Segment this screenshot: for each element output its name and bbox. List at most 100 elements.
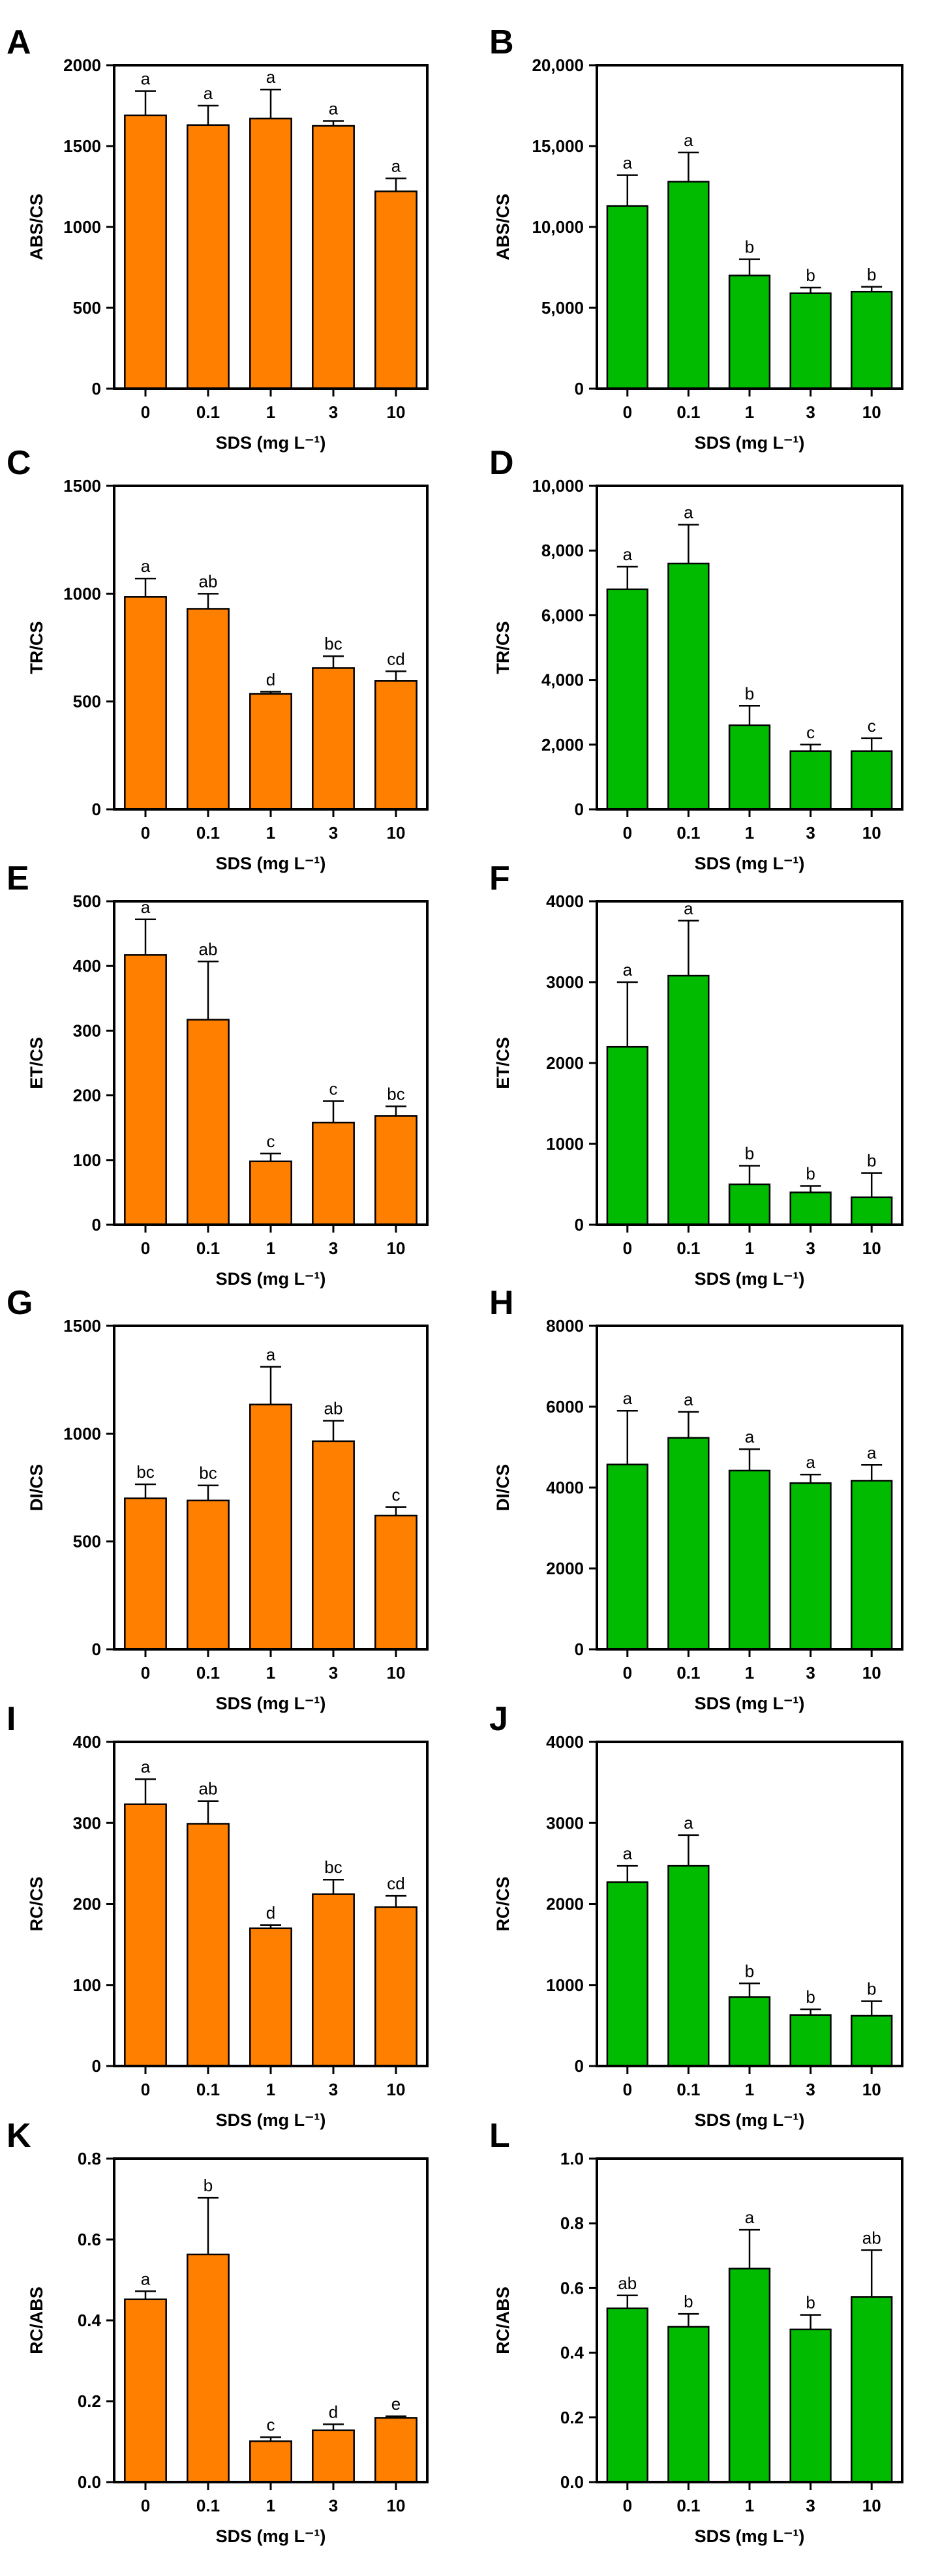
axes-frame [596, 1741, 903, 2067]
bar [789, 2328, 832, 2483]
x-axis-label: SDS (mg L⁻¹) [695, 433, 805, 453]
bar [606, 205, 648, 390]
panel-letter: J [489, 1700, 508, 1738]
bar [728, 724, 771, 811]
y-axis-label: RC/ABS [27, 2286, 46, 2354]
y-tick-label: 0.0 [78, 2472, 101, 2492]
x-axis-label: SDS (mg L⁻¹) [216, 1694, 326, 1713]
x-tick-label: 10 [387, 823, 406, 843]
axes-frame [596, 900, 903, 1226]
significance-label: bc [387, 1084, 404, 1103]
panel-letter: E [7, 860, 29, 897]
y-tick-label: 500 [73, 891, 101, 911]
y-tick-label: 0 [92, 1640, 101, 1659]
significance-label: bc [324, 634, 342, 653]
y-tick-label: 0.8 [78, 2149, 101, 2168]
y-tick-label: 20,000 [532, 55, 584, 75]
y-tick-label: 100 [73, 1975, 101, 1995]
y-tick-label: 0 [575, 1640, 584, 1659]
y-tick-label: 0.2 [560, 2408, 584, 2427]
x-tick-label: 10 [387, 2496, 406, 2515]
x-axis-label: SDS (mg L⁻¹) [216, 2110, 326, 2130]
panel-j: Ja 0 a 0.1 b 1 b 3 b 10 0 1000 2000 3000 4000 RC/CS SDS … [489, 1700, 903, 2130]
x-tick-label: 3 [806, 2080, 815, 2099]
x-tick-label: 10 [862, 1663, 881, 1683]
x-tick-label: 3 [806, 1238, 815, 1258]
x-tick-label: 10 [862, 823, 881, 843]
y-tick-label: 15,000 [532, 136, 584, 156]
bar [124, 114, 167, 390]
x-tick-label: 0 [623, 2080, 632, 2099]
panel-letter: B [489, 23, 514, 61]
bar [187, 2253, 230, 2483]
x-tick-label: 10 [862, 402, 881, 422]
x-tick-label: 3 [329, 2496, 338, 2515]
significance-label: a [684, 503, 693, 522]
y-tick-label: 4000 [546, 1478, 584, 1497]
significance-label: c [329, 1079, 338, 1099]
y-tick-label: 2,000 [541, 735, 584, 755]
bar [312, 667, 355, 811]
bar [249, 1403, 292, 1651]
significance-label: c [868, 716, 876, 736]
bar [374, 1115, 417, 1226]
y-tick-label: 1000 [63, 1424, 101, 1443]
bar [249, 693, 292, 811]
x-tick-label: 1 [266, 402, 275, 422]
significance-label: a [266, 67, 276, 87]
x-axis-label: SDS (mg L⁻¹) [695, 2526, 805, 2546]
y-tick-label: 0 [92, 379, 101, 398]
x-tick-label: 10 [387, 2080, 406, 2099]
significance-label: a [141, 69, 151, 89]
axes-frame [113, 1325, 429, 1651]
y-tick-label: 200 [73, 1895, 101, 1914]
x-tick-label: 0 [623, 823, 632, 843]
y-axis-label: TR/CS [27, 622, 46, 674]
panel-k: Ka 0 b 0.1 c 1 d 3 e 10 0.0 0.2 0.4 0.6 0.8 RC/ABS SDS (… [7, 2117, 429, 2546]
bar [851, 2014, 893, 2067]
x-axis-label: SDS (mg L⁻¹) [216, 1269, 326, 1289]
significance-label: b [867, 265, 876, 284]
y-tick-label: 0.2 [78, 2391, 101, 2411]
bar [312, 125, 355, 390]
y-tick-label: 0 [92, 1215, 101, 1235]
significance-label: a [623, 153, 633, 173]
axes-frame [596, 1325, 903, 1651]
x-tick-label: 0.1 [676, 1663, 700, 1683]
x-tick-label: 10 [862, 2496, 881, 2515]
bar [249, 1927, 292, 2067]
x-tick-label: 0.1 [676, 2496, 700, 2515]
bar [312, 2429, 355, 2483]
y-tick-label: 1.0 [560, 2149, 584, 2168]
significance-label: a [204, 83, 213, 103]
panel-letter: A [7, 23, 31, 61]
significance-label: c [806, 723, 815, 742]
y-tick-label: 0 [92, 2056, 101, 2076]
y-tick-label: 200 [73, 1086, 101, 1105]
significance-label: d [266, 670, 275, 689]
axes-frame [113, 485, 429, 811]
bar [728, 1469, 771, 1651]
x-tick-label: 1 [266, 1663, 275, 1683]
significance-label: a [391, 157, 401, 176]
x-tick-label: 1 [745, 402, 754, 422]
x-tick-label: 0.1 [196, 2080, 220, 2099]
x-tick-label: 10 [387, 402, 406, 422]
y-axis-label: RC/CS [493, 1876, 513, 1931]
bar [789, 292, 832, 390]
y-tick-label: 1500 [63, 476, 101, 496]
bar [851, 750, 893, 811]
bar [374, 2417, 417, 2483]
significance-label: a [329, 99, 339, 119]
x-tick-label: 1 [266, 2080, 275, 2099]
significance-label: bc [324, 1857, 342, 1877]
x-tick-label: 0 [623, 2496, 632, 2515]
x-tick-label: 0.1 [196, 1663, 220, 1683]
significance-label: a [745, 2208, 755, 2227]
y-tick-label: 1000 [546, 1134, 584, 1154]
x-tick-label: 0 [623, 1663, 632, 1683]
bar [789, 1191, 832, 1226]
x-tick-label: 3 [329, 1238, 338, 1258]
significance-label: b [806, 2293, 815, 2313]
